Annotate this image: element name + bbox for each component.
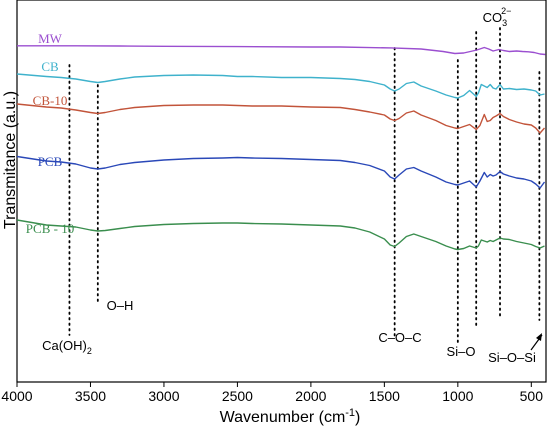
x-axis: 4000 3500 3000 2500 2000 1500 1000 500 [1, 382, 543, 404]
si-o-si-arrow [530, 333, 543, 351]
x-axis-label-main: Wavenumber (cm [220, 409, 346, 426]
x-axis-label-end: ) [355, 409, 360, 426]
band-label-text: Ca(OH) [42, 338, 87, 353]
band-label: O–H [107, 298, 134, 313]
spectra [16, 45, 546, 251]
band-label-sup: 2− [501, 6, 511, 16]
band-label: Si–O [447, 344, 476, 359]
series-line [16, 219, 545, 251]
x-tick-label: 3000 [148, 388, 179, 404]
band-label-sub: 3 [502, 18, 507, 28]
band-label: Si–O–Si [488, 350, 536, 365]
x-tick-label: 2500 [222, 388, 253, 404]
series-label: MW [38, 31, 63, 46]
band-markers [68, 27, 541, 343]
band-annotations: Ca(OH)2 O–H C–O–C Si–O CO3 2− Si–O–Si [42, 6, 543, 365]
plot-frame [16, 0, 547, 383]
x-tick-label: 4000 [1, 388, 32, 404]
band-label-text: O–H [107, 298, 134, 313]
series-line [16, 103, 546, 134]
band-label-text: C–O–C [378, 330, 421, 345]
series-label: CB [41, 59, 59, 74]
series-label: PCB [38, 154, 63, 169]
x-axis-label-sup: -1 [345, 407, 355, 419]
band-label: C–O–C [378, 330, 421, 345]
series-line [16, 155, 546, 189]
y-axis-label: Transmitance (a.u.) [2, 91, 19, 229]
x-axis-label: Wavenumber (cm-1) [220, 407, 361, 426]
series-label: CB-10 [33, 93, 68, 108]
band-label: Ca(OH)2 [42, 338, 92, 356]
band-label-text: Si–O–Si [488, 350, 536, 365]
x-tick-label: 1000 [442, 388, 473, 404]
x-tick-label: 3500 [75, 388, 106, 404]
series-labels: MW CB CB-10 PCB PCB - 10 [26, 31, 74, 236]
series-line [16, 73, 545, 99]
series-line [17, 45, 546, 56]
x-tick-label: 500 [520, 388, 544, 404]
band-label: CO3 2− [483, 6, 512, 28]
series-label: PCB - 10 [26, 221, 74, 236]
band-label-text: CO [483, 10, 503, 25]
band-label-text: Si–O [447, 344, 476, 359]
band-label-sub: 2 [87, 346, 92, 356]
x-tick-label: 1500 [369, 388, 400, 404]
x-tick-label: 2000 [295, 388, 326, 404]
